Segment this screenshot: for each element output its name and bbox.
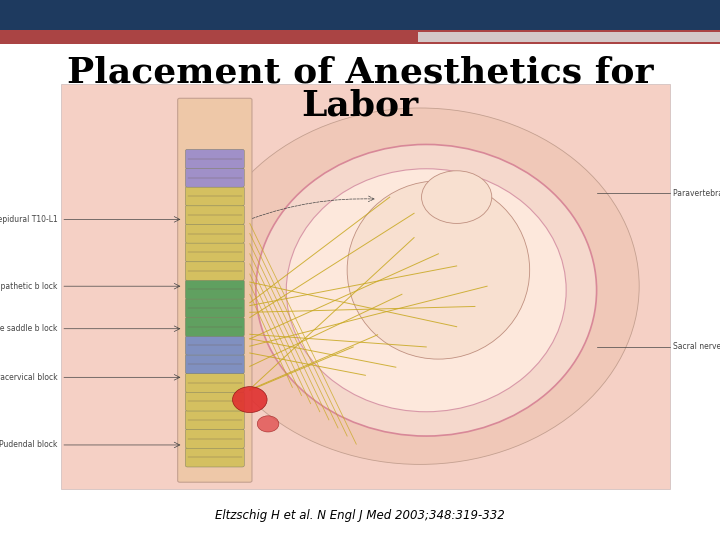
FancyBboxPatch shape [185,448,244,467]
Bar [61,84,670,489]
FancyBboxPatch shape [185,317,244,336]
FancyBboxPatch shape [185,354,244,374]
Circle shape [233,387,267,413]
Ellipse shape [201,108,639,464]
Ellipse shape [347,181,530,359]
Ellipse shape [256,144,597,436]
Text: Paracervical block: Paracervical block [0,373,58,382]
FancyBboxPatch shape [185,149,244,168]
FancyBboxPatch shape [185,224,244,243]
Text: Paravertebral blocks T10-L1: Paravertebral blocks T10-L1 [673,188,720,198]
FancyBboxPatch shape [185,168,244,187]
Bar [418,32,720,42]
FancyBboxPatch shape [185,242,244,262]
Text: Lumbar sympathetic b lock: Lumbar sympathetic b lock [0,282,58,291]
Circle shape [421,171,492,224]
Text: Labor: Labor [302,89,418,122]
FancyBboxPatch shape [178,98,252,482]
FancyBboxPatch shape [185,280,244,299]
Bar [0,0,720,30]
FancyBboxPatch shape [185,205,244,225]
FancyBboxPatch shape [185,429,244,448]
Bar [0,30,720,44]
FancyBboxPatch shape [185,261,244,280]
FancyBboxPatch shape [185,336,244,355]
Text: Sacral nerve root blocks S2-S4: Sacral nerve root blocks S2-S4 [673,342,720,352]
Ellipse shape [287,168,566,411]
FancyBboxPatch shape [185,299,244,318]
FancyBboxPatch shape [185,373,244,393]
FancyBboxPatch shape [185,410,244,430]
Text: Low caudal or true saddle b lock: Low caudal or true saddle b lock [0,324,58,333]
Text: Pudendal block: Pudendal block [0,441,58,449]
FancyBboxPatch shape [185,187,244,206]
Text: Segmental epidural T10-L1: Segmental epidural T10-L1 [0,215,58,224]
Circle shape [257,416,279,432]
FancyBboxPatch shape [185,392,244,411]
Text: Eltzschig H et al. N Engl J Med 2003;348:319-332: Eltzschig H et al. N Engl J Med 2003;348… [215,509,505,522]
Text: Placement of Anesthetics for: Placement of Anesthetics for [67,56,653,90]
